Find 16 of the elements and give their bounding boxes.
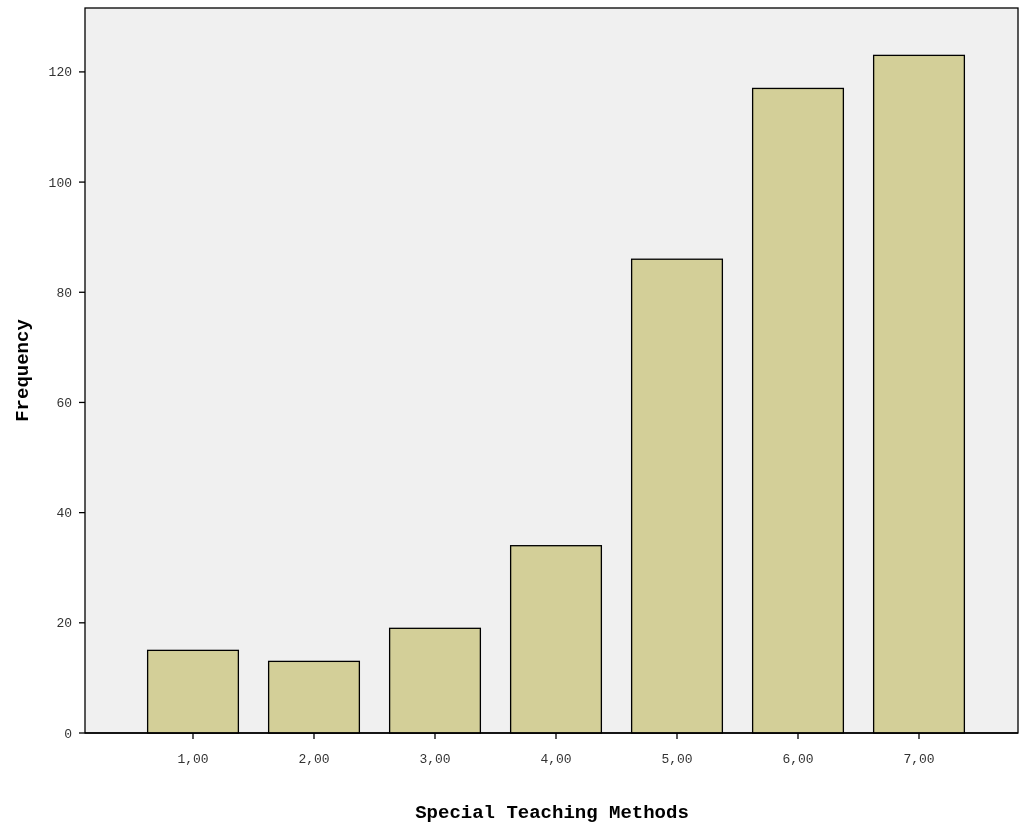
x-tick-label: 2,00: [298, 752, 330, 767]
x-tick-label: 7,00: [903, 752, 935, 767]
y-tick-label: 80: [56, 285, 72, 301]
y-tick-label: 40: [56, 506, 72, 522]
x-tick-label: 4,00: [540, 752, 572, 767]
x-tick-label: 6,00: [782, 752, 814, 767]
x-tick-label: 1,00: [177, 752, 209, 767]
y-axis-title: Frequency: [12, 318, 34, 422]
y-tick-label: 100: [48, 175, 72, 191]
y-tick-label: 20: [56, 616, 72, 632]
y-tick-label: 0: [64, 726, 72, 742]
x-tick-label: 5,00: [661, 752, 693, 767]
y-tick-label: 60: [56, 396, 72, 411]
x-axis-title: Special Teaching Methods: [415, 802, 689, 824]
x-tick-label: 3,00: [419, 752, 451, 767]
y-tick-label: 120: [48, 65, 72, 81]
